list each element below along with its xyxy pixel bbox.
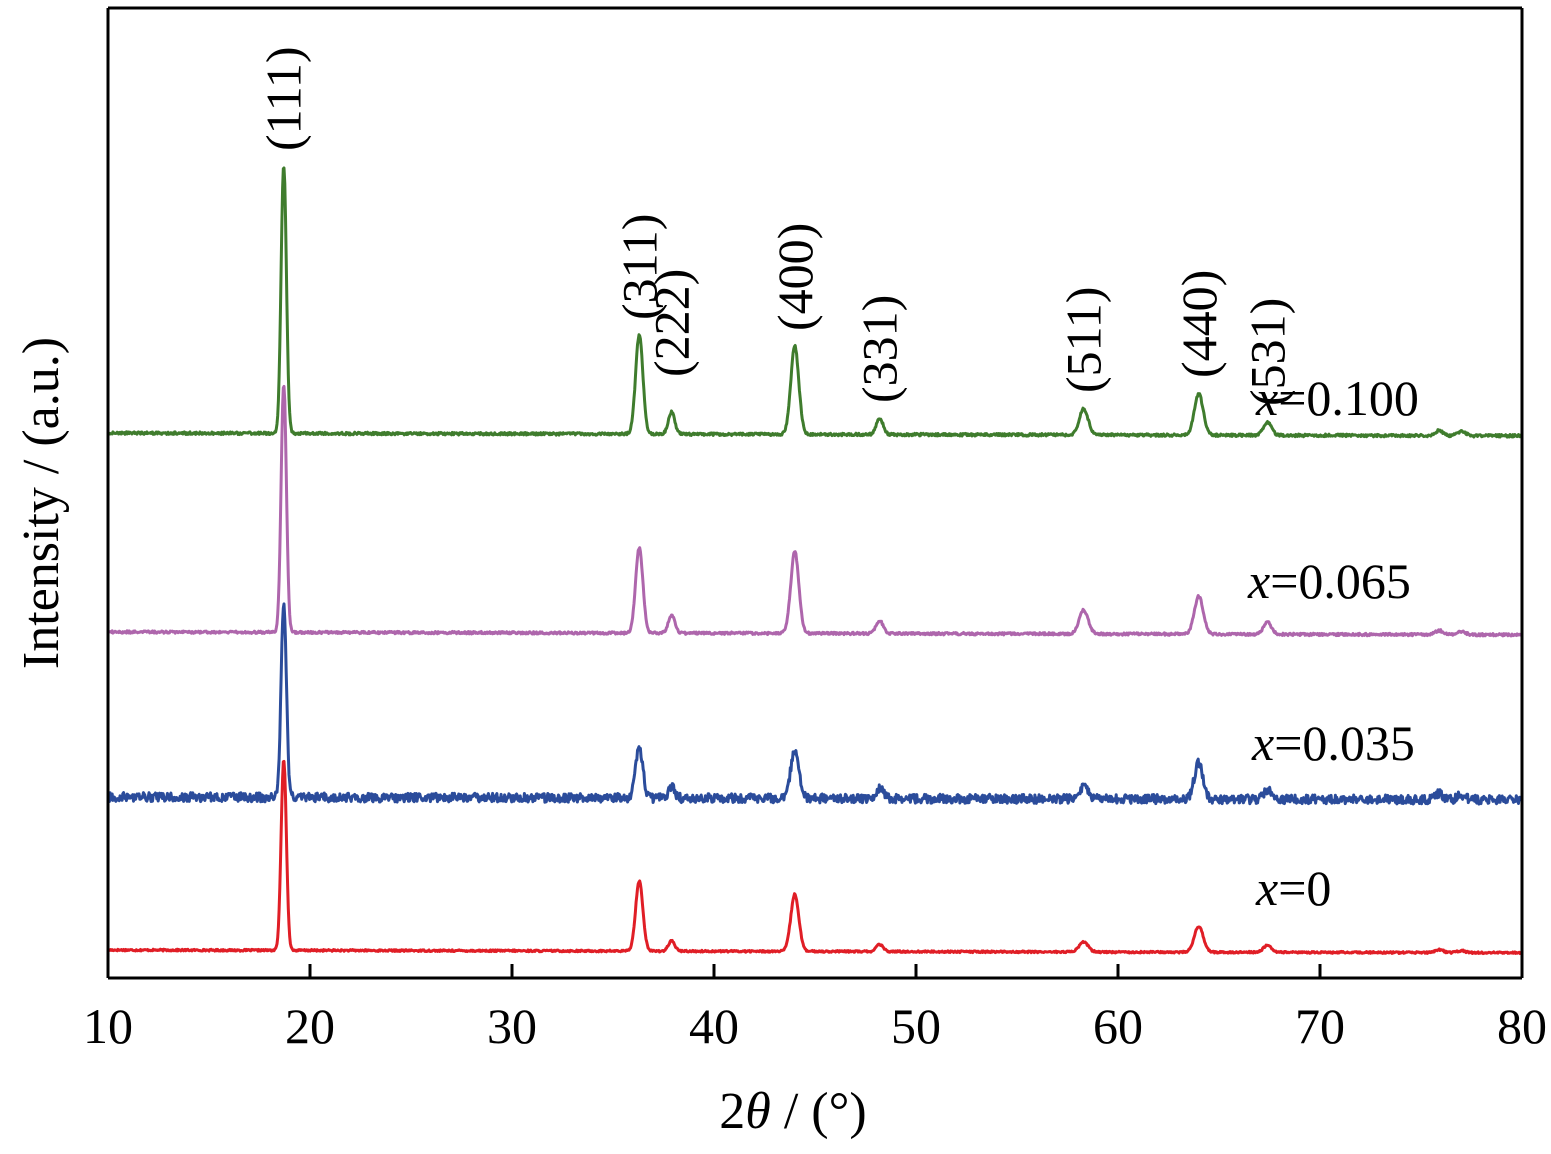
series-labels: x=0 x=0.035 x=0.065 x=0.100 <box>1247 370 1419 916</box>
series-label: x=0.100 <box>1255 370 1419 426</box>
x-tick-label: 10 <box>83 998 133 1054</box>
series-line-0.065 <box>106 384 1524 638</box>
peak-label: (440) <box>1171 270 1227 378</box>
x-axis-ticks: 10 20 30 40 50 60 70 80 <box>83 964 1547 1054</box>
series-label: x=0.065 <box>1247 553 1411 609</box>
peak-label: (311) <box>611 214 667 320</box>
series-label: x=0 <box>1255 860 1331 916</box>
x-tick-label: 70 <box>1295 998 1345 1054</box>
peak-labels: (111) (311)(222) (400) (331) (511) (440) (531) <box>256 46 1296 406</box>
series-label: x=0.035 <box>1251 715 1415 771</box>
x-tick-label: 20 <box>285 998 335 1054</box>
plot-frame <box>106 6 1524 980</box>
peak-label: (511) <box>1056 287 1112 393</box>
x-tick-label: 50 <box>891 998 941 1054</box>
peak-label: (531) <box>1239 298 1295 406</box>
x-axis-title: 2θ / (°) <box>719 1083 866 1140</box>
series-line-0.100 <box>107 166 1523 439</box>
peak-label: (331) <box>852 295 908 403</box>
x-tick-label: 60 <box>1093 998 1143 1054</box>
peak-label: (111) <box>256 46 312 151</box>
y-axis-title: Intensity / (a.u.) <box>13 337 70 669</box>
series-line-0 <box>106 759 1524 956</box>
x-tick-label: 30 <box>487 998 537 1054</box>
x-tick-label: 40 <box>689 998 739 1054</box>
series-traces <box>106 166 1524 956</box>
peak-label: (222) <box>644 269 700 377</box>
series-line-0.035 <box>106 602 1524 806</box>
peak-label: (400) <box>767 223 823 331</box>
x-tick-label: 80 <box>1497 998 1547 1054</box>
